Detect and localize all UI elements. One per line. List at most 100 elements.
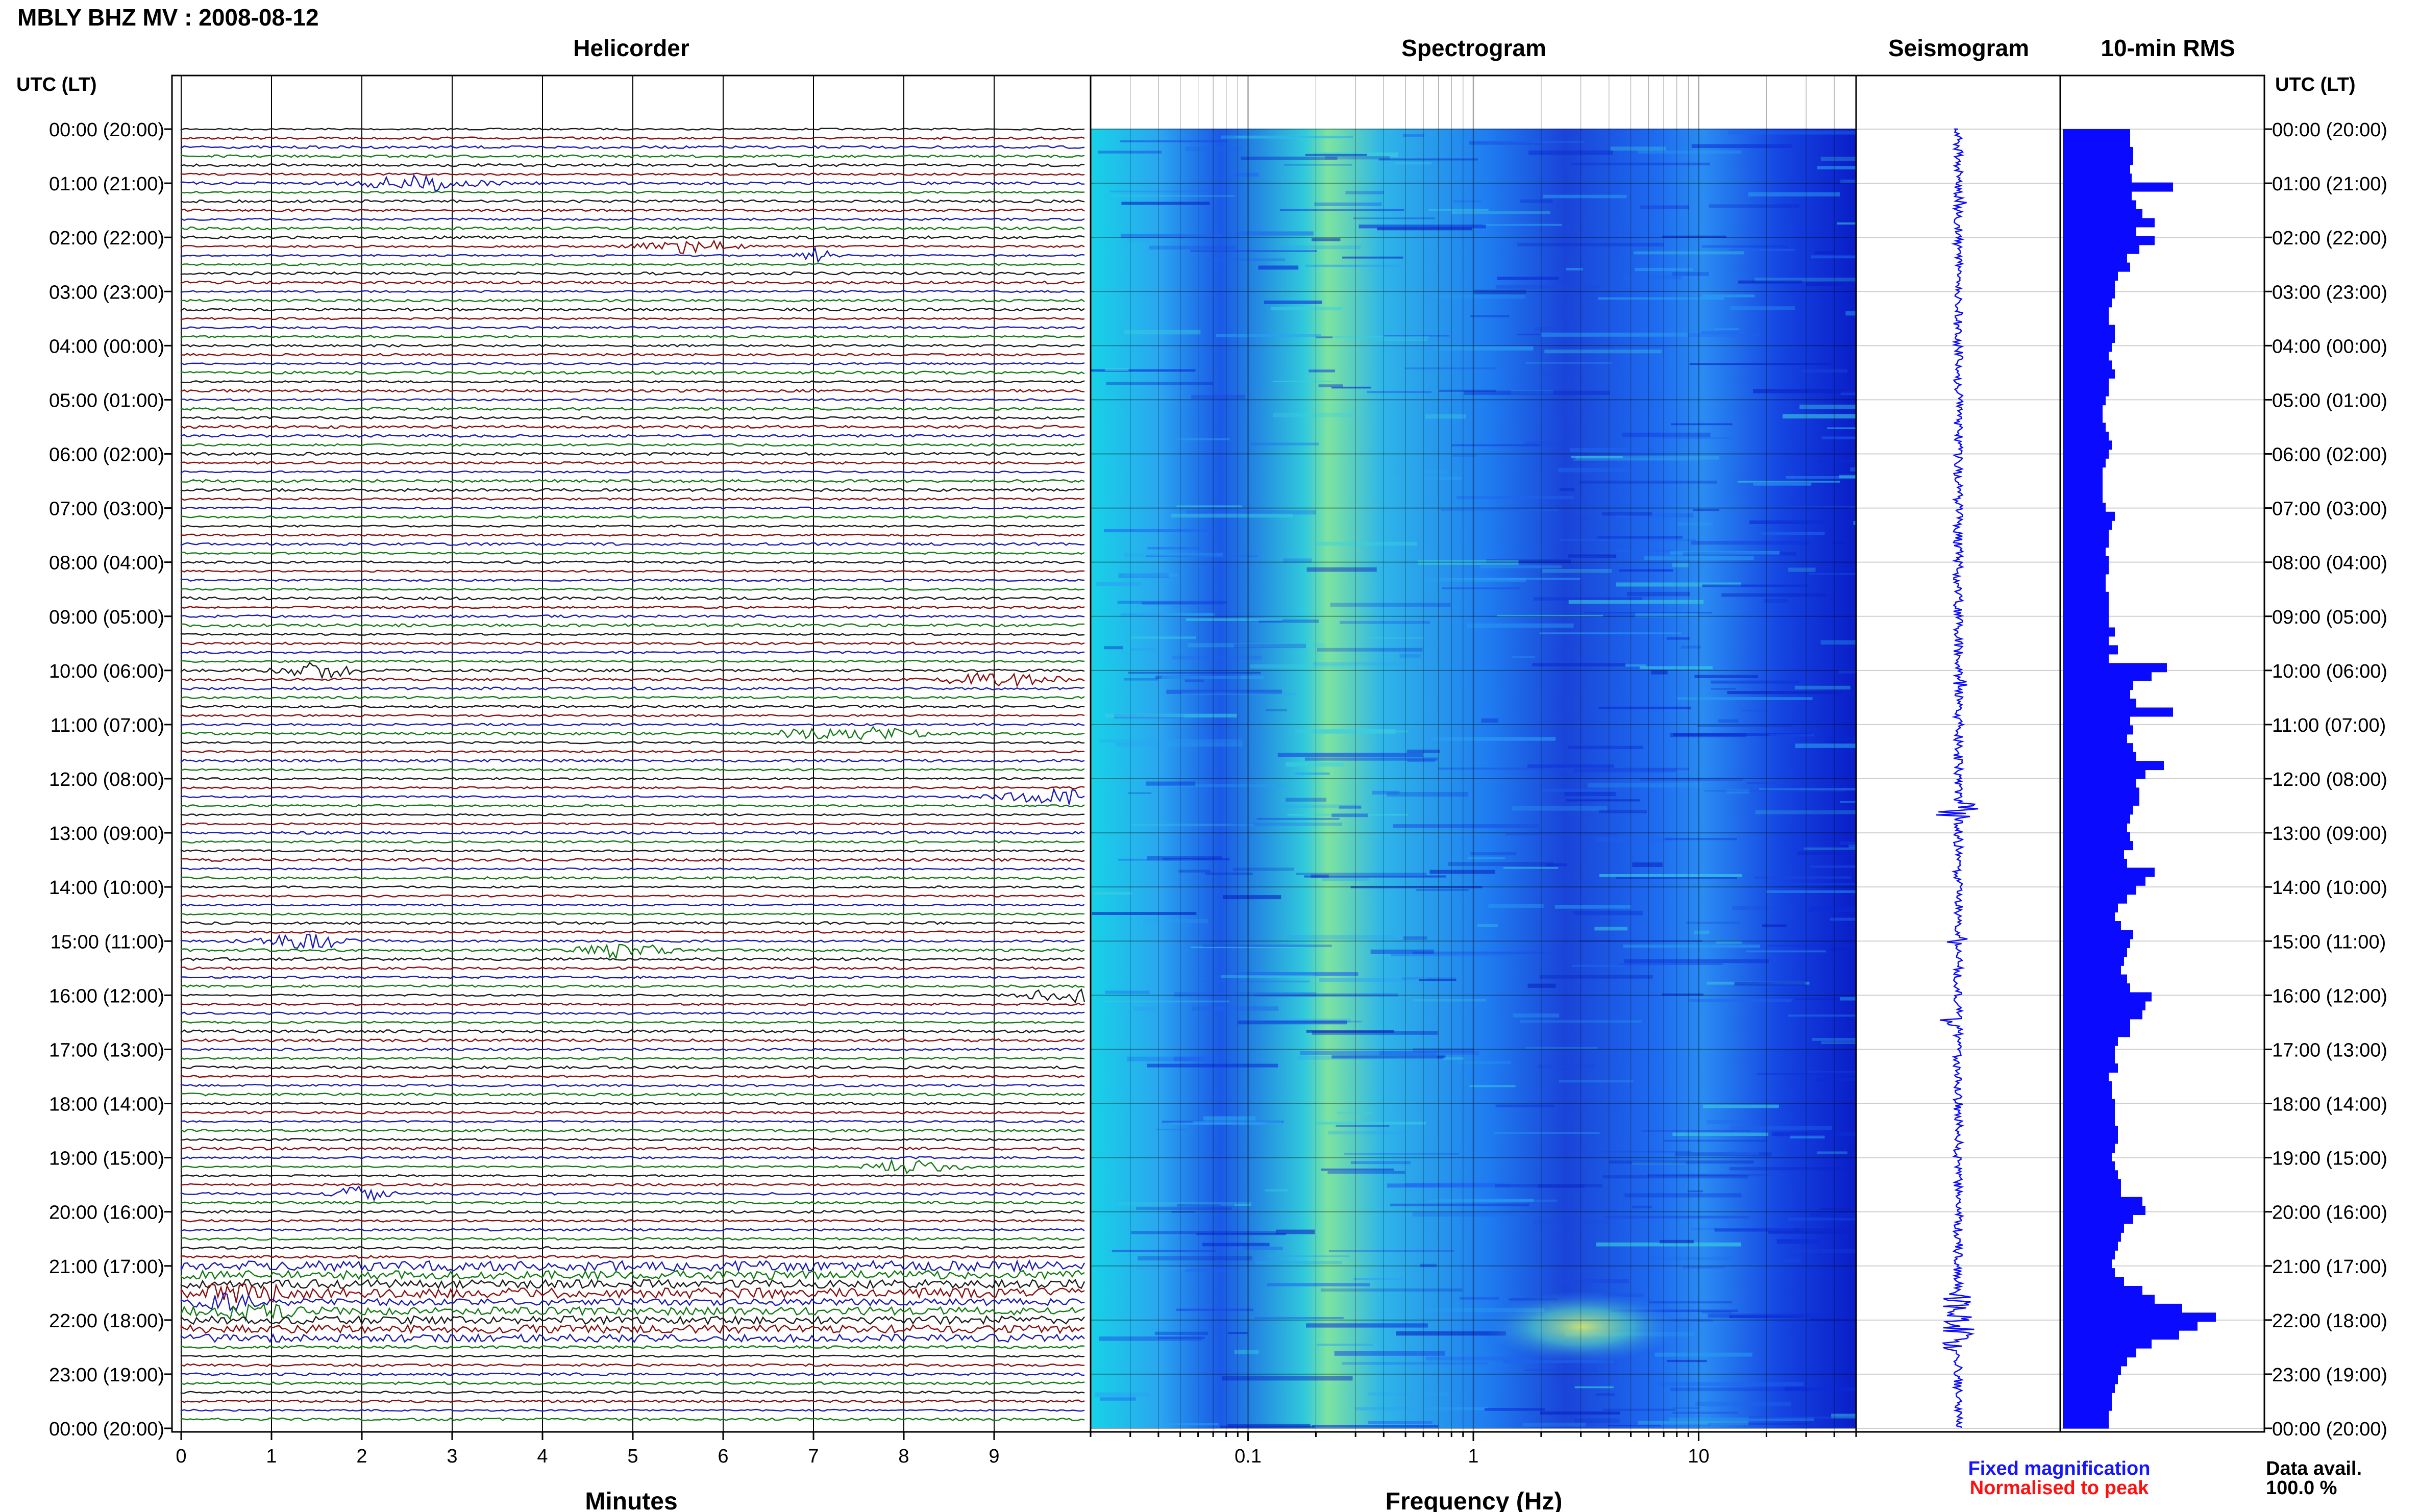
rms-bar [2063, 396, 2106, 406]
rms-bar [2063, 352, 2109, 361]
rms-bar [2063, 378, 2109, 388]
time-label-left: 04:00 (00:00) [49, 336, 164, 357]
time-label-right: 05:00 (01:00) [2272, 390, 2387, 411]
rms-bar [2063, 823, 2127, 833]
time-label-right: 23:00 (19:00) [2272, 1365, 2387, 1386]
rms-bar [2063, 1197, 2142, 1206]
rms-bar [2063, 912, 2115, 922]
time-label-left: 19:00 (15:00) [49, 1148, 164, 1170]
rms-bar [2063, 609, 2109, 619]
rms-bar [2063, 574, 2106, 583]
time-label-left: 08:00 (04:00) [49, 553, 164, 574]
rms-bar [2063, 129, 2130, 138]
rms-bar [2063, 1250, 2115, 1260]
time-label-right: 19:00 (15:00) [2272, 1148, 2387, 1170]
time-label-left: 18:00 (14:00) [49, 1094, 164, 1116]
rms-bar [2063, 1188, 2121, 1198]
rms-bar [2063, 511, 2115, 521]
time-label-right: 18:00 (14:00) [2272, 1094, 2387, 1116]
rms-bar [2063, 1170, 2118, 1180]
rms-bar [2063, 458, 2106, 468]
rms-bar [2063, 387, 2109, 396]
rms-bar [2063, 689, 2130, 699]
rms-bar [2063, 1223, 2124, 1233]
rms-bar [2063, 938, 2130, 948]
rms-bar [2063, 1268, 2115, 1278]
minute-tick-label: 9 [989, 1446, 999, 1467]
time-label-left: 00:00 (20:00) [49, 119, 164, 141]
rms-bar [2063, 360, 2112, 370]
rms-bar [2063, 369, 2115, 379]
rms-bar [2063, 1366, 2121, 1375]
rms-bar [2063, 271, 2118, 281]
time-label-left: 01:00 (21:00) [49, 173, 164, 195]
rms-bar [2063, 280, 2115, 290]
rms-bar [2063, 725, 2133, 735]
rms-bar [2063, 618, 2109, 628]
rms-bar [2063, 476, 2103, 486]
minute-tick-label: 0 [176, 1446, 186, 1467]
rms-bar [2063, 1375, 2118, 1384]
rms-bar [2063, 1108, 2115, 1118]
rms-bar [2063, 1312, 2216, 1322]
rms-bar [2063, 654, 2109, 663]
time-label-right: 14:00 (10:00) [2272, 877, 2387, 899]
seismogram-trace [1936, 128, 1979, 1428]
rms-bar [2063, 591, 2109, 601]
time-label-left: 05:00 (01:00) [49, 390, 164, 411]
time-label-left: 20:00 (16:00) [49, 1202, 164, 1224]
rms-bar [2063, 200, 2136, 210]
rms-bar [2063, 1277, 2124, 1286]
data-availability-label: Data avail. [2266, 1458, 2362, 1479]
rms-bar [2063, 992, 2152, 1002]
spectrogram-title: Spectrogram [1401, 35, 1546, 61]
rms-bar [2063, 779, 2136, 788]
rms-bar [2063, 1357, 2127, 1367]
rms-bar [2063, 254, 2127, 263]
rms-bar [2063, 814, 2130, 824]
minute-tick-label: 4 [537, 1446, 548, 1467]
rms-bar [2063, 1330, 2179, 1340]
rms-bar [2063, 645, 2118, 655]
rms-bar [2063, 1401, 2112, 1411]
rms-bar [2063, 921, 2121, 930]
time-label-right: 13:00 (09:00) [2272, 823, 2387, 845]
minute-tick-label: 2 [356, 1446, 367, 1467]
rms-bar [2063, 956, 2124, 966]
rms-bar [2063, 1063, 2118, 1073]
frequency-tick-label: 0.1 [1235, 1446, 1262, 1467]
time-label-right: 00:00 (20:00) [2272, 119, 2387, 141]
rms-bar [2063, 1126, 2118, 1135]
rms-bar [2063, 1152, 2112, 1162]
rms-bar [2063, 663, 2167, 673]
rms-bar [2063, 1054, 2115, 1064]
seismogram-title: Seismogram [1888, 35, 2029, 61]
rms-bar [2063, 770, 2145, 779]
time-label-left: 16:00 (12:00) [49, 985, 164, 1007]
rms-bar [2063, 485, 2103, 494]
rms-bar [2063, 138, 2130, 147]
rms-bar [2063, 832, 2130, 841]
rms-bar [2063, 1144, 2115, 1153]
rms-bar [2063, 173, 2132, 183]
time-label-right: 02:00 (22:00) [2272, 228, 2387, 249]
rms-bar [2063, 1410, 2109, 1420]
time-label-right: 21:00 (17:00) [2272, 1256, 2387, 1278]
rms-bar [2063, 850, 2124, 859]
time-label-left: 12:00 (08:00) [49, 769, 164, 790]
rms-bar [2063, 1028, 2130, 1037]
rms-bar [2063, 974, 2127, 984]
minute-tick-label: 7 [808, 1446, 819, 1467]
seismogram-panel [1855, 75, 2061, 1433]
rms-bar [2063, 583, 2106, 592]
rms-bar [2063, 236, 2155, 245]
rms-bar [2063, 752, 2136, 761]
minute-tick-label: 5 [627, 1446, 638, 1467]
rms-bar [2063, 316, 2109, 326]
rms-bar [2063, 1134, 2118, 1144]
rms-bar [2063, 218, 2155, 228]
rms-bar [2063, 244, 2139, 254]
rms-bar [2063, 627, 2115, 637]
legend-fixed-magnification: Fixed magnification [1968, 1458, 2151, 1479]
rms-bar [2063, 209, 2142, 218]
